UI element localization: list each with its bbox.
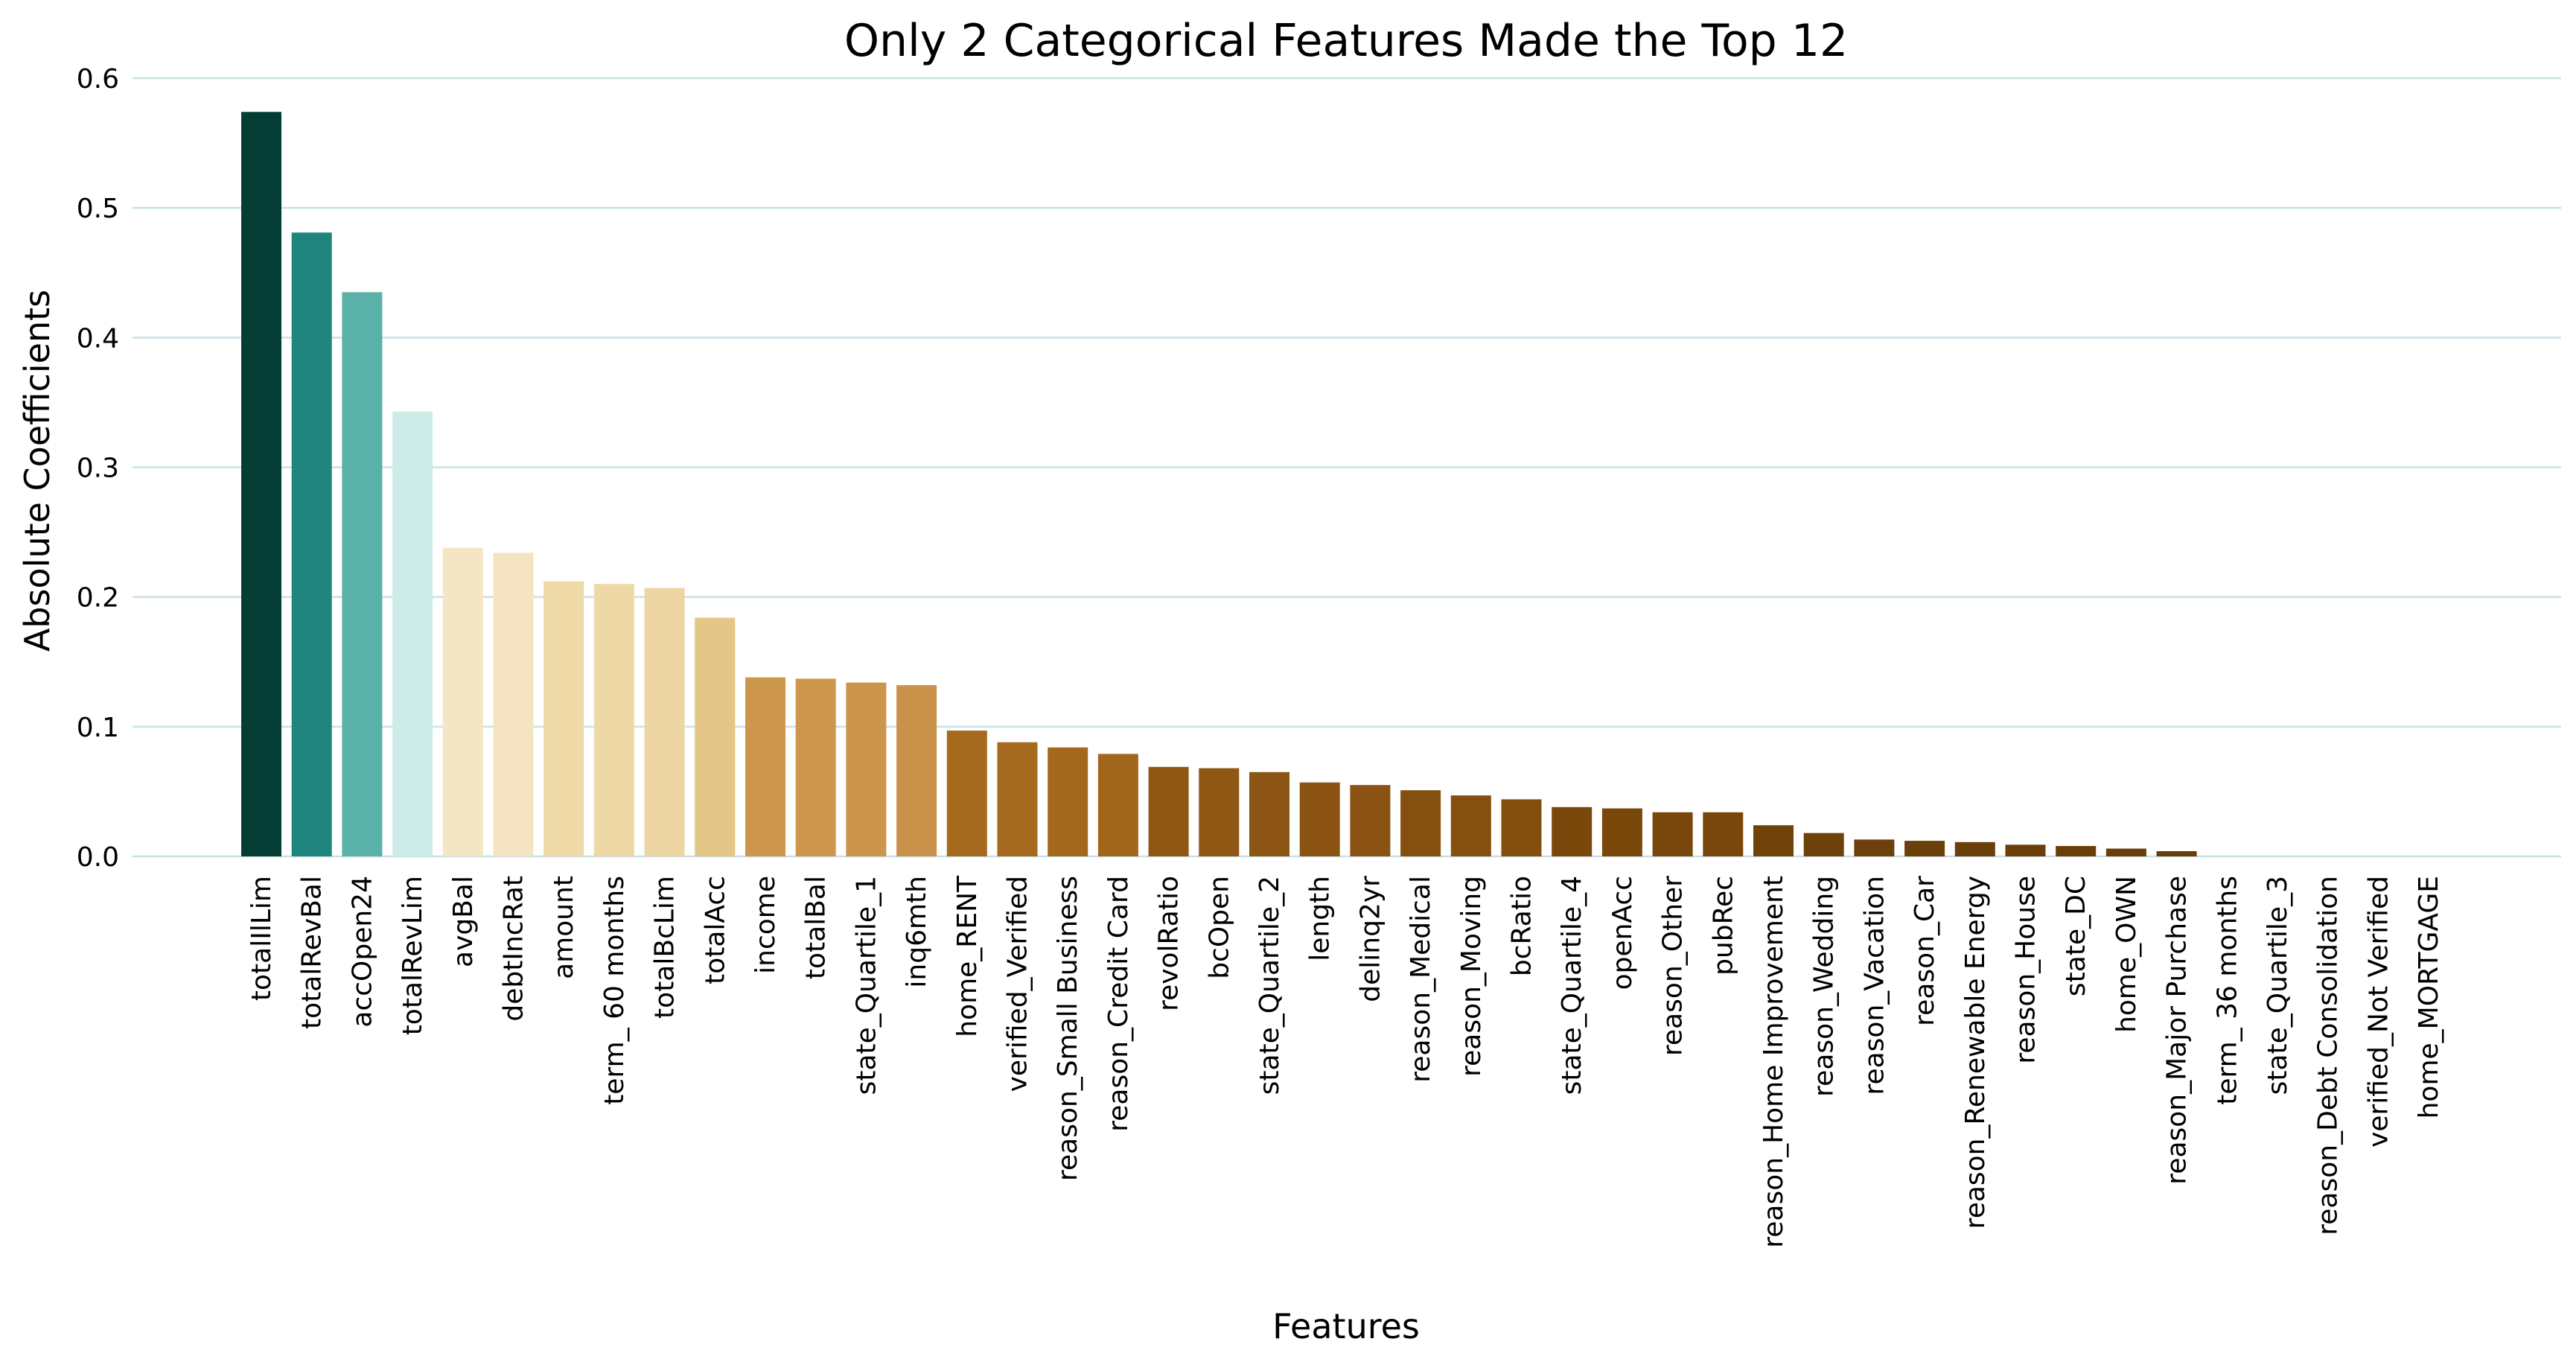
bar [1097, 754, 1138, 856]
bar [846, 682, 887, 856]
x-tick-label: verified_Not Verified [2363, 876, 2394, 1148]
bar [342, 292, 383, 856]
bar [695, 617, 736, 856]
x-tick-label: reason_Other [1658, 876, 1689, 1056]
bar [1703, 812, 1744, 856]
x-tick-label: reason_Small Business [1053, 876, 1083, 1181]
bar [1249, 771, 1289, 856]
x-tick-label: totalAcc [700, 876, 730, 984]
grid-lines [133, 77, 2561, 858]
bar [2005, 844, 2046, 856]
x-tick-label: length [1305, 876, 1336, 961]
bar [1753, 825, 1794, 856]
bars [241, 112, 2197, 857]
bar [946, 731, 987, 856]
x-tick-label: totalRevLim [398, 876, 428, 1035]
x-tick-label: reason_Debt Consolidation [2313, 876, 2344, 1235]
x-tick-label: revolRatio [1154, 876, 1185, 1011]
bar [1048, 747, 1088, 856]
x-tick-label: verified_Verified [1003, 876, 1033, 1092]
bar [644, 588, 685, 856]
bar [997, 742, 1038, 856]
x-tick-label: bcRatio [1507, 876, 1537, 976]
x-tick-label: totalRevBal [297, 876, 328, 1029]
bar [1552, 806, 1593, 856]
bar [1450, 795, 1491, 856]
bar [1904, 841, 1945, 856]
bar [745, 677, 785, 856]
y-tick-labels: 0.0 0.1 0.2 0.3 0.4 0.5 0.6 [77, 64, 119, 873]
x-tick-label: reason_Car [1910, 876, 1940, 1026]
x-tick-label: reason_House [2011, 876, 2041, 1064]
x-tick-label: delinq2yr [1355, 876, 1386, 1002]
bar [493, 553, 534, 856]
bar [1954, 841, 1995, 856]
bar [291, 232, 332, 857]
x-tick-label: term_ 36 months [2212, 876, 2242, 1105]
x-tick-label: bcOpen [1204, 876, 1234, 979]
x-tick-label: totalBal [801, 876, 832, 979]
y-tick-label: 0.4 [77, 323, 119, 354]
bar [1854, 839, 1895, 856]
bar [1299, 782, 1340, 856]
bar [795, 678, 836, 856]
x-tick-label: home_MORTGAGE [2414, 876, 2444, 1119]
bar [1350, 785, 1391, 856]
bar [392, 411, 433, 856]
x-tick-label: income [750, 876, 781, 974]
x-tick-label: state_Quartile_3 [2263, 876, 2293, 1095]
x-axis-title: Features [1272, 1306, 1420, 1346]
chart-title: Only 2 Categorical Features Made the Top… [844, 15, 1848, 67]
bar [2156, 851, 2197, 856]
x-tick-label: inq6mth [902, 876, 932, 988]
bar [2056, 846, 2097, 856]
x-tick-label: reason_Renewable Energy [1960, 876, 1991, 1229]
bar [2105, 848, 2146, 856]
x-tick-label: avgBal [448, 876, 479, 967]
x-tick-label: reason_Major Purchase [2162, 876, 2193, 1185]
x-tick-label: state_Quartile_2 [1254, 876, 1285, 1095]
x-tick-label: accOpen24 [347, 876, 377, 1028]
bar [1199, 768, 1240, 856]
x-tick-labels: totalIlLim totalRevBal accOpen24 totalRevLi… [246, 875, 2444, 1248]
bar [1400, 790, 1441, 856]
y-tick-label: 0.1 [77, 713, 119, 743]
x-tick-label: totalIlLim [246, 876, 277, 1001]
bar [593, 584, 634, 856]
y-tick-label: 0.2 [77, 583, 119, 614]
bar [1148, 766, 1189, 856]
x-tick-label: home_OWN [2111, 876, 2142, 1033]
x-tick-label: state_DC [2061, 876, 2091, 996]
bar [543, 581, 584, 856]
x-tick-label: pubRec [1708, 876, 1738, 976]
x-tick-label: state_Quartile_1 [851, 876, 881, 1095]
x-tick-label: debtIncRat [499, 876, 529, 1022]
x-tick-label: reason_Credit Card [1103, 876, 1134, 1132]
x-tick-label: openAcc [1607, 876, 1638, 990]
x-tick-label: reason_Moving [1456, 876, 1487, 1077]
x-tick-label: totalBcLim [650, 876, 680, 1019]
y-tick-label: 0.3 [77, 454, 119, 484]
x-tick-label: reason_Home Improvement [1759, 876, 1789, 1248]
bar [1601, 808, 1642, 856]
y-tick-label: 0.5 [77, 194, 119, 224]
x-tick-label: home_RENT [952, 875, 983, 1037]
x-tick-label: reason_Wedding [1809, 876, 1840, 1097]
bar [1803, 833, 1844, 856]
bar [442, 547, 483, 856]
x-tick-label: reason_Vacation [1859, 876, 1890, 1095]
y-tick-label: 0.6 [77, 64, 119, 95]
x-tick-label: state_Quartile_4 [1557, 876, 1587, 1095]
bar [896, 685, 937, 856]
bar [1501, 799, 1542, 856]
x-tick-label: reason_Medical [1406, 876, 1436, 1083]
x-tick-label: term_ 60 months [599, 876, 630, 1105]
y-tick-label: 0.0 [77, 842, 119, 873]
x-tick-label: amount [549, 876, 579, 979]
bar [1652, 812, 1693, 856]
bar [241, 112, 281, 857]
y-axis-title: Absolute Coefficients [17, 290, 57, 652]
